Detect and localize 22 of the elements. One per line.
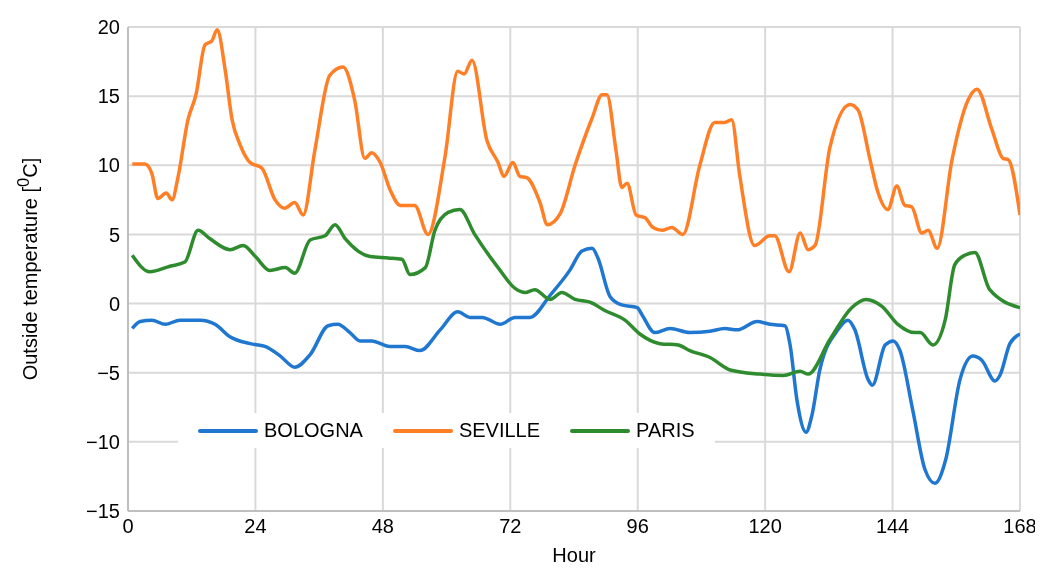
x-tick-label: 0 [122, 515, 134, 538]
legend-label: BOLOGNA [264, 419, 363, 442]
legend-label: SEVILLE [458, 419, 541, 442]
y-tick-label: 20 [97, 16, 120, 39]
y-tick-label: 0 [108, 292, 120, 315]
line-series [130, 246, 1020, 486]
legend-label: PARIS [636, 419, 695, 442]
x-tick-label: 168 [1003, 515, 1037, 538]
y-tick-label: 5 [108, 223, 120, 246]
x-tick-label: 48 [371, 515, 394, 538]
x-tick-label: 24 [244, 515, 267, 538]
y-tick-label: −10 [86, 430, 120, 453]
y-tick-label: 15 [97, 85, 120, 108]
x-tick-label: 72 [499, 515, 522, 538]
y-tick-label: −5 [97, 361, 120, 384]
y-tick-label: −15 [86, 500, 120, 523]
line-series [130, 207, 1020, 378]
x-tick-label: 96 [626, 515, 649, 538]
x-tick-label: 120 [748, 515, 782, 538]
x-tick-label: 144 [875, 515, 910, 538]
x-axis-title: Hour [552, 544, 596, 567]
y-tick-label: 10 [97, 154, 120, 177]
